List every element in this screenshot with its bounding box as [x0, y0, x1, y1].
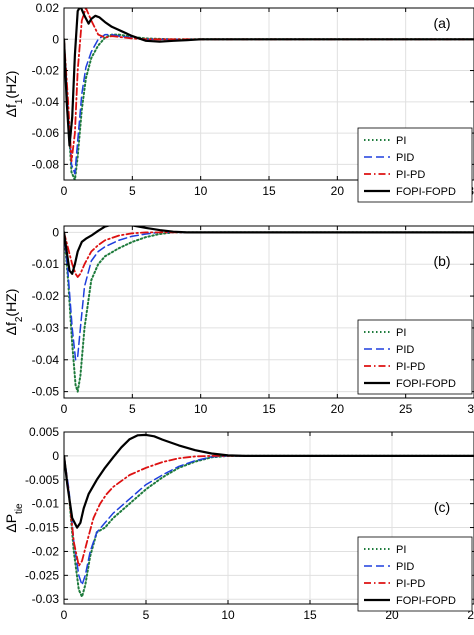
chart-panel-3: 0 5 10 15 20 25 0.005 0 -0.005 -0.01 -0.015 -0.02 -0…	[3, 425, 474, 622]
series-line-fopi-fopd	[64, 226, 474, 275]
legend: PI PID PI-PD FOPI-FOPD	[357, 127, 473, 203]
x-tick-label: 5	[129, 184, 136, 198]
y-axis-label: ΔPtie	[3, 503, 25, 533]
series-line-fopi-fopd	[64, 433, 474, 529]
panel-label: (a)	[433, 15, 450, 31]
x-tick-label: 5	[129, 402, 136, 416]
x-tick-label: 20	[385, 608, 399, 622]
x-tick-label: 15	[262, 184, 276, 198]
y-tick-label: 0.02	[36, 1, 60, 15]
series-group	[64, 226, 474, 393]
x-tick-label: 20	[331, 402, 345, 416]
series-line-pi-pd	[64, 8, 474, 163]
y-tick-label: -0.04	[32, 353, 60, 367]
legend: PI PID PI-PD FOPI-FOPD	[357, 536, 473, 612]
y-tick-label: -0.015	[25, 521, 59, 535]
panel-label: (c)	[434, 499, 450, 515]
series-line-fopi-fopd	[64, 8, 474, 147]
x-tick-label: 0	[61, 184, 68, 198]
y-tick-label: 0	[52, 449, 59, 463]
legend-label: PI	[396, 544, 406, 556]
x-tick-label: 20	[331, 184, 345, 198]
x-tick-label: 30	[467, 402, 474, 416]
legend-label: PI-PD	[396, 169, 425, 181]
x-tick-label: 25	[399, 402, 413, 416]
x-tick-label: 10	[194, 184, 208, 198]
y-tick-label: -0.025	[25, 568, 59, 582]
chart-panel-1: 0510152025300.020-0.02-0.04-0.06-0.08Δf1…	[3, 1, 474, 203]
series-line-pi	[64, 231, 474, 393]
y-tick-label: -0.03	[32, 321, 60, 335]
y-tick-label: -0.01	[32, 497, 60, 511]
x-tick-label: 0	[61, 608, 68, 622]
series-line-pi-pd	[64, 454, 474, 567]
x-tick-label: 5	[143, 608, 150, 622]
legend: PI PID PI-PD FOPI-FOPD	[357, 319, 473, 395]
legend-label: PI-PD	[396, 361, 425, 373]
series-group	[64, 433, 474, 598]
legend-label: FOPI-FOPD	[396, 186, 456, 198]
legend-label: PI	[396, 327, 406, 339]
y-tick-label: 0.005	[29, 425, 59, 439]
x-tick-label: 25	[467, 608, 474, 622]
y-tick-label: -0.02	[32, 289, 60, 303]
y-axis-label: Δf1(HZ)	[3, 71, 25, 118]
y-tick-label: -0.02	[32, 544, 60, 558]
legend-label: PID	[396, 152, 414, 164]
y-tick-label: -0.005	[25, 473, 59, 487]
y-tick-label: -0.05	[32, 385, 60, 399]
y-tick-label: -0.04	[32, 95, 60, 109]
y-tick-label: 0	[52, 225, 59, 239]
series-line-pid	[64, 455, 474, 586]
y-axis-label: Δf2(HZ)	[3, 289, 25, 336]
x-tick-label: 0	[61, 402, 68, 416]
x-tick-label: 15	[262, 402, 276, 416]
legend-label: PI-PD	[396, 578, 425, 590]
chart-panel-2: 0 5 10 15 20 25 30 0 -0.01 -0.02 -0.03 -0.04 -0.05 Δf…	[3, 225, 474, 416]
x-tick-label: 15	[303, 608, 317, 622]
y-tick-label: -0.01	[32, 257, 60, 271]
y-tick-label: -0.06	[32, 126, 60, 140]
axes-frame	[63, 431, 474, 605]
legend-label: PID	[396, 344, 414, 356]
y-tick-label: -0.08	[32, 157, 60, 171]
series-line-pid	[64, 231, 474, 361]
legend-label: PID	[396, 561, 414, 573]
y-tick-label: 0	[52, 32, 59, 46]
series-group	[64, 8, 474, 180]
legend-label: FOPI-FOPD	[396, 595, 456, 607]
y-tick-label: -0.03	[32, 592, 60, 606]
y-tick-label: -0.02	[32, 64, 60, 78]
legend-label: FOPI-FOPD	[396, 378, 456, 390]
legend-label: PI	[396, 135, 406, 147]
panel-label: (b)	[433, 253, 450, 269]
series-line-pi	[64, 454, 474, 598]
x-tick-label: 10	[221, 608, 235, 622]
x-tick-label: 10	[194, 402, 208, 416]
